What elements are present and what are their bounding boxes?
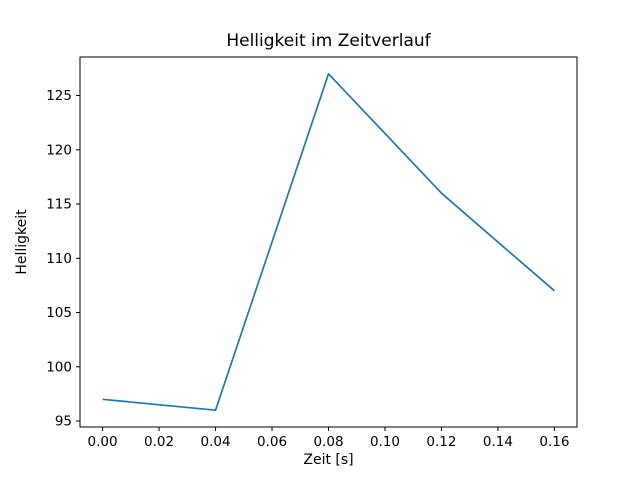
x-tick-label: 0.02 [144, 434, 174, 450]
y-tick-label: 110 [46, 251, 72, 267]
y-tick-label: 95 [55, 414, 72, 430]
y-tick-label: 105 [46, 305, 72, 321]
x-axis-label: Zeit [s] [303, 452, 353, 468]
x-tick-label: 0.08 [313, 434, 343, 450]
x-tick-label: 0.00 [88, 434, 118, 450]
y-tick-label: 125 [46, 88, 72, 104]
data-line-helligkeit [102, 72, 555, 412]
y-tick-label: 120 [46, 142, 72, 158]
y-tick-label: 100 [46, 359, 72, 375]
x-tick-label: 0.12 [426, 434, 456, 450]
x-tick-label: 0.14 [483, 434, 513, 450]
x-tick-label: 0.16 [539, 434, 569, 450]
axes: 0.00 0.02 0.04 0.06 0.08 0.10 0.12 0.14 0.16 95 10… [46, 56, 578, 450]
y-axis-label: Helligkeit [14, 209, 30, 275]
x-tick-label: 0.06 [257, 434, 287, 450]
chart-title: Helligkeit im Zeitverlauf [226, 31, 431, 51]
plot-border [79, 56, 578, 428]
y-tick-label: 115 [46, 197, 72, 213]
x-tick-label: 0.10 [370, 434, 400, 450]
x-tick-label: 0.04 [201, 434, 231, 450]
